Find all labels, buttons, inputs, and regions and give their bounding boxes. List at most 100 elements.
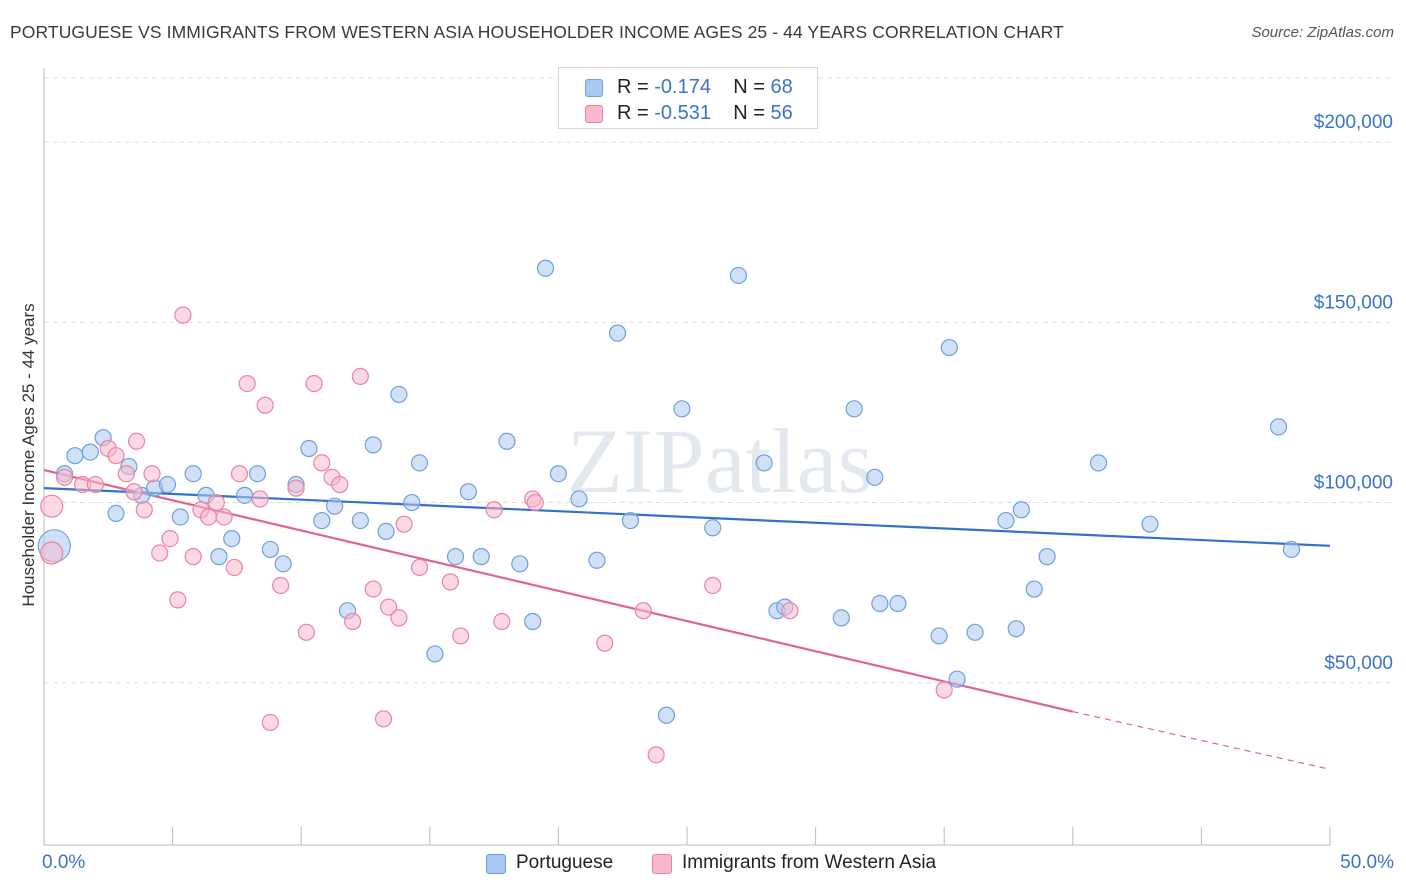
portuguese-point: [1012, 501, 1030, 519]
western-asia-point: [135, 501, 153, 519]
western-asia-point: [351, 367, 369, 385]
portuguese-point: [1269, 418, 1288, 436]
legend-label-portuguese: Portuguese: [516, 852, 614, 873]
y-tick-label: $100,000: [1314, 473, 1393, 494]
western-asia-point: [107, 447, 125, 465]
legend-stats-western-asia: R = -0.531 N = 56: [617, 102, 793, 124]
portuguese-point: [948, 670, 966, 688]
western-asia-point: [174, 306, 192, 324]
points-layer: [37, 259, 1301, 764]
chart-title: PORTUGUESE VS IMMIGRANTS FROM WESTERN AS…: [10, 22, 1064, 42]
y-tick-label: $200,000: [1314, 112, 1393, 133]
portuguese-point: [210, 548, 228, 566]
legend-swatch-portuguese: [585, 79, 603, 97]
legend-label-western-asia: Immigrants from Western Asia: [682, 852, 937, 873]
western-asia-point: [441, 573, 459, 591]
correlation-legend: R = -0.174 N = 68 R = -0.531 N = 56: [558, 67, 818, 129]
portuguese-point: [326, 497, 344, 515]
portuguese-point: [236, 486, 254, 504]
western-asia-point: [452, 627, 470, 645]
western-asia-point: [272, 576, 290, 595]
portuguese-point: [549, 465, 568, 483]
western-asia-point: [251, 490, 269, 508]
western-asia-point: [935, 681, 953, 699]
western-asia-point: [596, 634, 614, 652]
portuguese-point: [66, 447, 84, 465]
portuguese-point: [524, 612, 542, 631]
x-axis-max-label: 50.0%: [1340, 852, 1394, 873]
legend-stats-portuguese: R = -0.174 N = 68: [617, 76, 793, 98]
western-asia-point: [364, 580, 382, 598]
portuguese-point: [377, 522, 395, 540]
western-asia-point: [287, 479, 305, 497]
watermark: ZIPatlas: [567, 410, 874, 512]
portuguese-point: [171, 508, 189, 526]
portuguese-point: [755, 454, 773, 472]
source-label: Source: ZipAtlas.com: [1251, 24, 1394, 41]
western-asia-point: [297, 623, 315, 641]
western-asia-point: [184, 548, 202, 566]
portuguese-point: [657, 706, 676, 724]
portuguese-point: [608, 324, 627, 342]
western-asia-point: [305, 375, 323, 393]
western-asia-point: [40, 541, 64, 565]
portuguese-point: [1038, 548, 1056, 566]
y-tick-label: $50,000: [1324, 653, 1393, 674]
portuguese-point: [261, 540, 279, 559]
portuguese-point: [729, 266, 748, 285]
portuguese-point: [184, 465, 202, 483]
portuguese-point: [966, 623, 984, 641]
western-asia-point: [344, 612, 362, 631]
portuguese-point: [1141, 515, 1159, 533]
western-asia-point: [151, 544, 169, 562]
western-asia-point: [55, 468, 74, 486]
western-asia-point: [526, 493, 544, 512]
portuguese-point: [832, 609, 850, 627]
portuguese-point: [410, 454, 429, 472]
portuguese-point: [866, 468, 884, 486]
western-asia-trend-extension: [1072, 711, 1331, 770]
western-asia-point: [647, 746, 665, 764]
portuguese-point: [889, 594, 907, 613]
western-asia-point: [161, 530, 179, 548]
portuguese-point: [81, 443, 99, 461]
portuguese-point: [511, 555, 529, 573]
portuguese-point: [223, 530, 241, 548]
western-asia-point: [200, 508, 218, 526]
legend-swatch-portuguese-bottom: [486, 854, 506, 874]
western-asia-point: [331, 475, 349, 494]
western-asia-point: [380, 598, 398, 616]
portuguese-point: [426, 645, 444, 663]
western-asia-point: [374, 710, 393, 728]
portuguese-point: [158, 475, 177, 494]
portuguese-point: [871, 594, 889, 613]
portuguese-point: [845, 400, 863, 418]
western-asia-point: [634, 602, 652, 620]
portuguese-point: [300, 439, 318, 458]
y-tick-labels: $50,000 $100,000 $150,000 $200,000: [1314, 112, 1393, 674]
portuguese-point: [997, 511, 1015, 530]
western-asia-point: [256, 396, 274, 414]
western-asia-point: [485, 501, 503, 519]
portuguese-point: [621, 511, 640, 530]
portuguese-point: [107, 504, 125, 522]
portuguese-point: [588, 551, 606, 569]
portuguese-point: [459, 483, 477, 501]
portuguese-point: [1282, 540, 1301, 559]
portuguese-point: [472, 548, 490, 566]
portuguese-point: [1089, 454, 1108, 472]
western-asia-point: [169, 591, 187, 609]
western-asia-point: [313, 454, 331, 472]
trend-lines: [43, 469, 1331, 770]
legend-swatch-western-asia-bottom: [652, 854, 672, 874]
western-asia-point: [143, 465, 161, 483]
western-asia-point: [493, 612, 511, 631]
western-asia-point: [410, 558, 429, 577]
portuguese-point: [1007, 620, 1025, 638]
portuguese-point: [248, 465, 267, 483]
portuguese-point: [570, 490, 588, 508]
portuguese-point: [446, 548, 465, 566]
western-asia-point: [704, 576, 722, 595]
western-asia-point: [395, 515, 413, 533]
